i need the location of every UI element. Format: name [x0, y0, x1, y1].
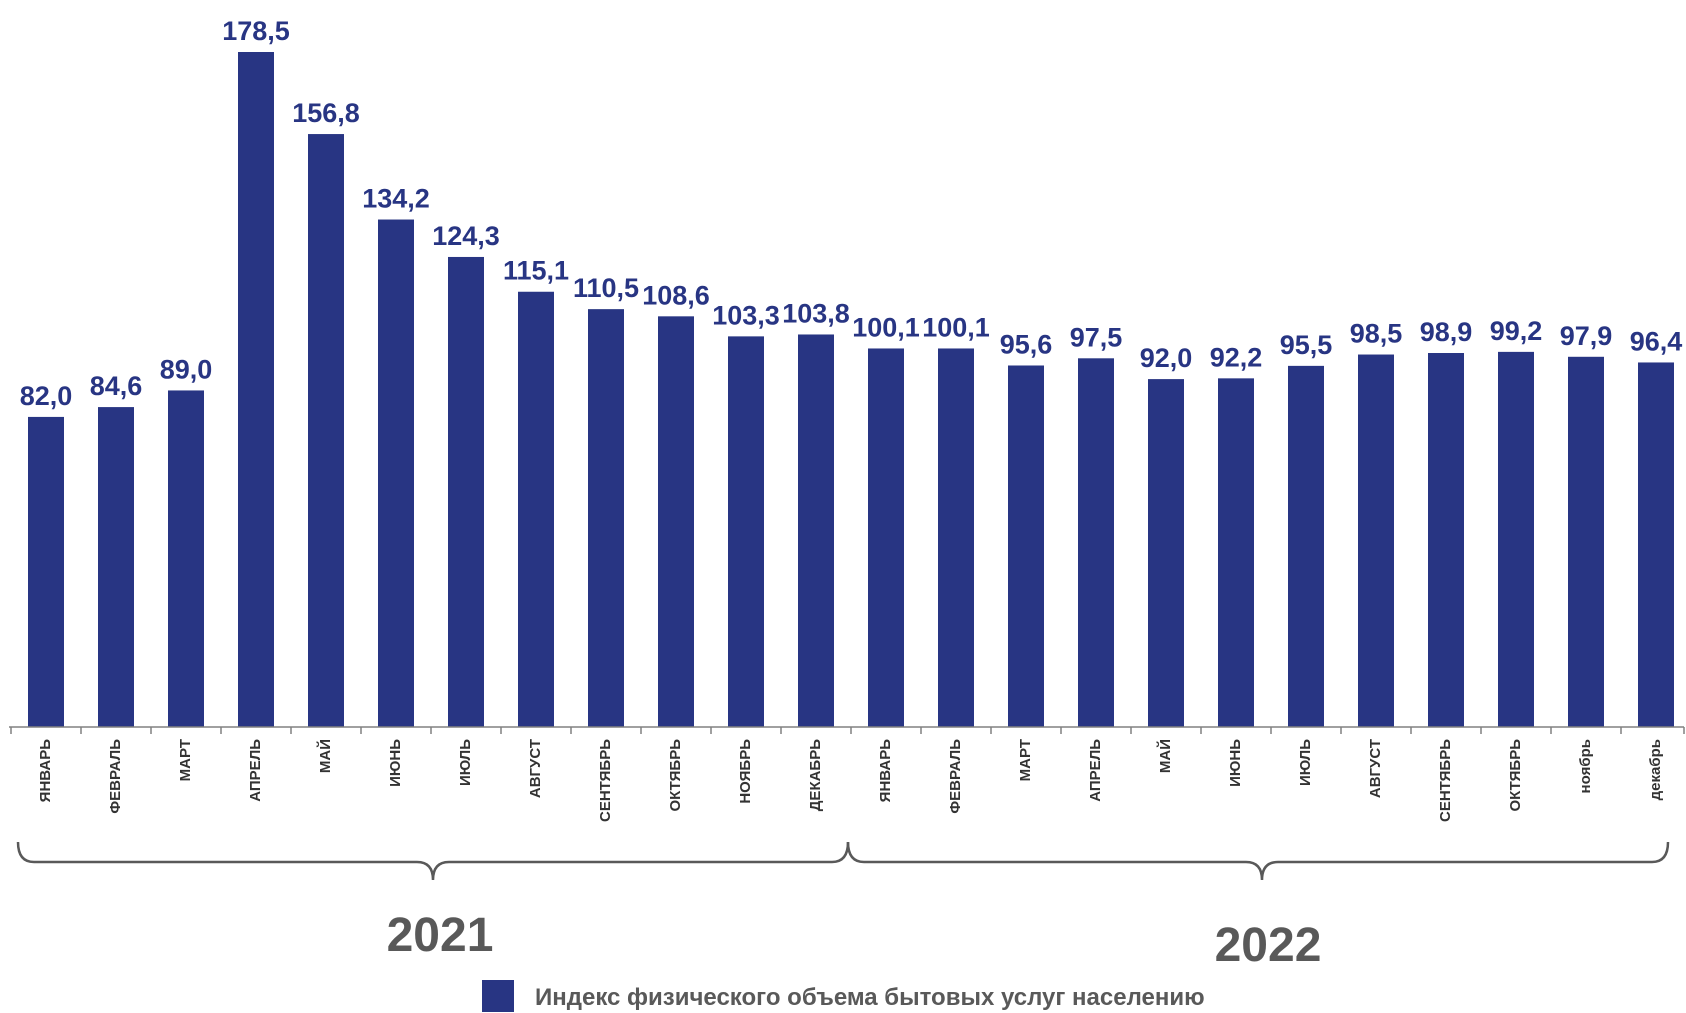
x-ticks-layer: [10, 727, 1685, 734]
bars-layer: [28, 52, 1674, 728]
bar: [1638, 362, 1674, 727]
data-label: 98,5: [1350, 319, 1403, 349]
x-tick-label: ФЕВРАЛЬ: [107, 739, 124, 814]
data-label: 84,6: [90, 371, 143, 401]
data-label: 95,6: [1000, 329, 1053, 359]
data-label: 103,3: [712, 300, 780, 330]
bar: [168, 390, 204, 727]
bar: [1358, 354, 1394, 727]
data-label: 96,4: [1630, 326, 1683, 356]
data-label: 92,0: [1140, 343, 1193, 373]
x-tick-label: ноябрь: [1577, 739, 1594, 793]
x-tick-label: СЕНТЯБРЬ: [1437, 739, 1454, 822]
year-brace: [846, 841, 1670, 881]
x-tick-label: ОКТЯБРЬ: [667, 739, 684, 812]
bar: [28, 416, 64, 727]
x-tick-label: ИЮЛЬ: [1297, 739, 1314, 786]
x-tick-label: ДЕКАБРЬ: [807, 739, 824, 811]
x-tick-label: МАРТ: [1017, 739, 1034, 781]
x-tick-label: ИЮНЬ: [1227, 739, 1244, 787]
data-label: 178,5: [222, 16, 290, 46]
x-tick-label: МАЙ: [316, 739, 334, 773]
x-tick-label: ИЮЛЬ: [457, 739, 474, 786]
x-tick-label: ИЮНЬ: [387, 739, 404, 787]
bar: [588, 309, 624, 727]
x-tick-label: НОЯБРЬ: [737, 739, 754, 804]
year-labels-layer: 2021 2022: [387, 909, 1322, 972]
data-label: 108,6: [642, 280, 710, 310]
bar: [1078, 358, 1114, 727]
bar: [798, 334, 834, 727]
legend: Индекс физического объема бытовых услуг …: [482, 980, 1205, 1012]
bar: [448, 256, 484, 727]
data-label: 110,5: [573, 273, 639, 303]
legend-swatch: [482, 980, 514, 1012]
bar: [98, 407, 134, 727]
x-tick-label: ФЕВРАЛЬ: [947, 739, 964, 814]
year-brace: [16, 841, 850, 881]
bar: [1498, 351, 1534, 727]
data-label: 95,5: [1280, 330, 1333, 360]
x-tick-label: ЯНВАРЬ: [877, 739, 894, 803]
data-label: 97,9: [1560, 321, 1613, 351]
data-label: 134,2: [362, 184, 430, 214]
x-tick-label: СЕНТЯБРЬ: [597, 739, 614, 822]
year-label: 2022: [1215, 919, 1322, 972]
data-label: 100,1: [852, 312, 920, 342]
x-tick-label: декабрь: [1647, 739, 1664, 800]
data-label: 92,2: [1210, 342, 1263, 372]
x-tick-labels-layer: ЯНВАРЬ ФЕВРАЛЬ МАРТ АПРЕЛЬ МАЙ ИЮНЬ ИЮЛЬ АВГУСТ…: [37, 739, 1664, 822]
bar: [868, 348, 904, 727]
bar: [1148, 379, 1184, 727]
legend-label: Индекс физического объема бытовых услуг …: [535, 984, 1205, 1011]
data-label: 100,1: [922, 312, 990, 342]
x-tick-label: АПРЕЛЬ: [1087, 739, 1104, 802]
x-tick-label: МАЙ: [1156, 739, 1174, 773]
year-label: 2021: [387, 909, 494, 962]
data-label: 99,2: [1490, 316, 1543, 346]
bar: [938, 348, 974, 727]
data-label: 98,9: [1420, 317, 1473, 347]
bar: [518, 291, 554, 727]
x-tick-label: МАРТ: [177, 739, 194, 781]
value-labels-layer: 82,0 84,6 89,0 178,5 156,8 134,2124,3115,1110…: [20, 16, 1683, 411]
bar: [308, 134, 344, 727]
bar: [1218, 378, 1254, 727]
x-tick-label: АВГУСТ: [527, 739, 544, 798]
year-braces-layer: [16, 841, 1670, 881]
bar: [728, 336, 764, 727]
x-tick-label: ЯНВАРЬ: [37, 739, 54, 803]
bar: [1288, 365, 1324, 727]
x-tick-label: ОКТЯБРЬ: [1507, 739, 1524, 812]
data-label: 97,5: [1070, 322, 1123, 352]
bar: [378, 219, 414, 728]
bar: [1568, 356, 1604, 727]
x-tick-label: АПРЕЛЬ: [247, 739, 264, 802]
data-label: 82,0: [20, 381, 73, 411]
data-label: 156,8: [292, 98, 360, 128]
bar: [238, 52, 274, 727]
data-label: 124,3: [432, 221, 500, 251]
data-label: 103,8: [782, 298, 850, 328]
bar: [1428, 353, 1464, 727]
data-label: 89,0: [160, 354, 213, 384]
bar: [1008, 365, 1044, 727]
x-tick-label: АВГУСТ: [1367, 739, 1384, 798]
bar: [658, 316, 694, 727]
data-label: 115,1: [503, 256, 569, 286]
